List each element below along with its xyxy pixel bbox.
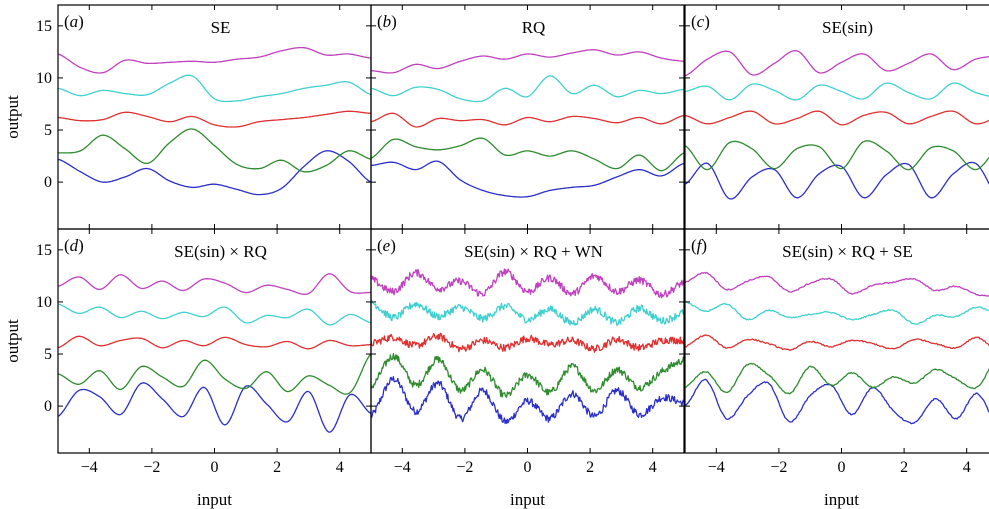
x-tick-label: 4 [649,459,657,476]
panel-b: (b) RQ [370,4,685,230]
series-line-4 [371,299,684,327]
series-line-3 [685,334,989,352]
x-axis-label: input [197,490,232,509]
y-tick-label: 0 [44,398,52,415]
y-tick-label: 10 [36,294,52,311]
series-line-5 [685,271,989,297]
panel-title: SE(sin) × RQ + WN [464,242,603,261]
x-tick-label: −2 [456,459,473,476]
series-line-3 [58,335,371,350]
series-line-3 [685,110,989,126]
panel-letter: (e) [377,236,396,255]
panel-title: SE(sin) [822,18,873,37]
panel-a: 0 5 10 15 (a) SE output [3,4,372,230]
panel-letter: (f) [691,236,707,255]
y-axis-label: output [3,319,22,363]
series-group [685,50,989,200]
x-tick-label: −2 [143,459,160,476]
panel-e: −4 −2 0 2 4 (e) SE(sin) × RQ + WN input [370,228,685,509]
x-tick-label: −4 [81,459,98,476]
series-line-2 [371,137,684,172]
series-line-5 [58,46,371,74]
series-line-3 [371,112,684,128]
series-line-4 [371,75,684,103]
series-line-2 [685,362,989,395]
y-tick-label: 15 [36,18,52,35]
x-axis-label: input [510,490,545,509]
series-group [58,46,371,196]
x-tick-label: 2 [900,459,908,476]
series-line-2 [685,140,989,171]
panel-title: SE [211,18,231,37]
series-line-1 [685,161,989,200]
series-line-2 [58,128,371,173]
y-tick-label: 5 [44,346,52,363]
series-group [685,271,989,425]
series-line-1 [685,378,989,425]
x-tick-label: −4 [394,459,411,476]
x-tick-label: 2 [586,459,594,476]
series-group [371,49,684,198]
panel-letter: (a) [64,12,84,31]
x-tick-label: 2 [273,459,281,476]
series-line-2 [58,353,371,395]
series-line-3 [371,332,684,353]
panel-title: SE(sin) × RQ + SE [782,242,913,261]
series-line-5 [371,268,684,299]
x-tick-label: 0 [838,459,846,476]
panel-c: (c) SE(sin) [684,4,989,230]
panel-f: −4 −2 0 2 4 (f) SE(sin) × RQ + SE input [684,228,989,509]
x-tick-label: 0 [211,459,219,476]
panel-letter: (c) [691,12,710,31]
x-tick-label: −2 [770,459,787,476]
series-line-1 [58,382,371,433]
series-line-2 [371,353,684,398]
x-tick-label: 4 [963,459,971,476]
panel-frame [684,228,989,454]
series-line-4 [685,300,989,325]
series-line-3 [58,110,371,128]
x-tick-label: 0 [524,459,532,476]
series-line-4 [685,82,989,101]
series-line-1 [371,376,684,425]
panel-letter: (d) [64,236,84,255]
y-tick-label: 0 [44,174,52,191]
series-line-1 [371,160,684,198]
x-axis-label: input [824,490,859,509]
series-line-5 [58,273,371,295]
y-axis-label: output [3,95,22,139]
panel-title: SE(sin) × RQ [174,242,267,261]
panel-letter: (b) [377,12,397,31]
series-group [371,268,684,425]
y-tick-label: 10 [36,70,52,87]
x-tick-label: 4 [336,459,344,476]
series-line-4 [58,303,371,326]
x-tick-label: −4 [708,459,725,476]
series-group [58,273,371,433]
panel-d: −4 −2 0 2 4 0 5 10 15 (d) SE(sin) × RQ input output [3,228,372,509]
series-line-1 [58,150,371,196]
series-line-5 [685,50,989,77]
y-tick-label: 5 [44,122,52,139]
panel-frame [57,4,372,230]
series-line-4 [58,74,371,103]
series-line-5 [371,49,684,74]
panel-title: RQ [522,18,546,37]
y-tick-label: 15 [36,242,52,259]
